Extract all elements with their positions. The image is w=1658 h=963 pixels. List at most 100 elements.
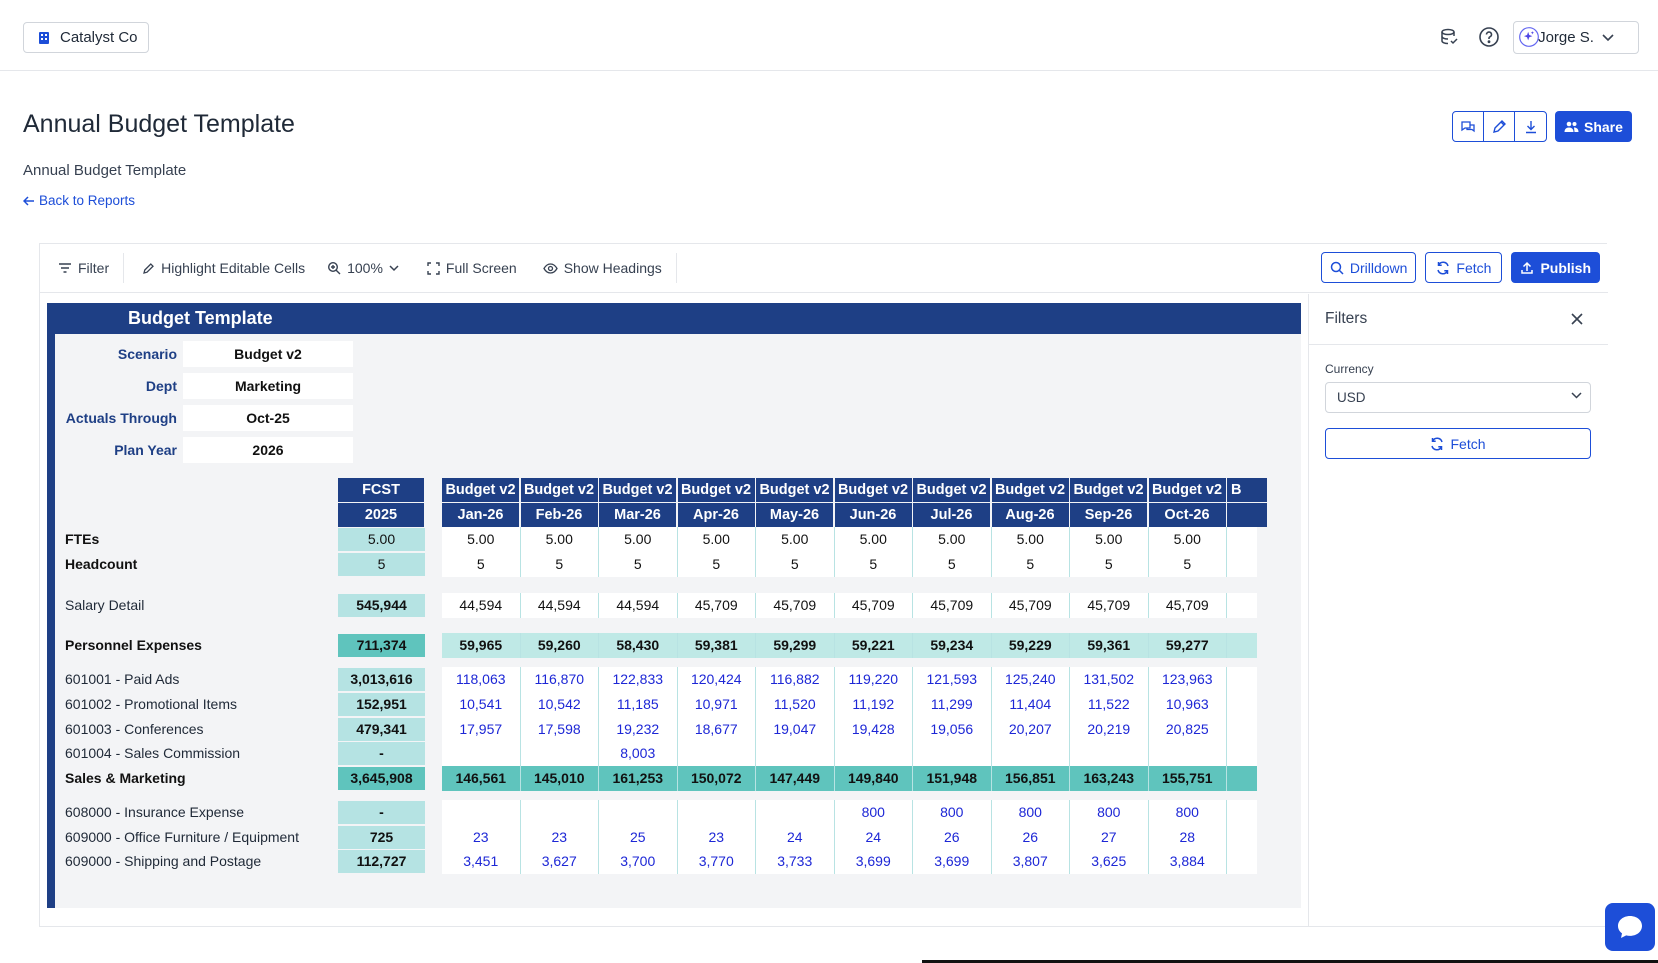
row-label: 608000 - Insurance Expense — [65, 804, 245, 820]
month-cell: 5 — [991, 552, 1070, 577]
month-cell — [677, 741, 756, 766]
share-button[interactable]: Share — [1555, 111, 1632, 142]
month-cell: 19,232 — [599, 717, 678, 742]
zoom-icon — [328, 261, 341, 275]
month-header-cutoff: B — [1227, 478, 1267, 502]
building-icon — [39, 31, 49, 44]
meta-value[interactable]: 2026 — [183, 437, 353, 463]
month-cell — [520, 741, 599, 766]
row-label: 601001 - Paid Ads — [65, 671, 180, 687]
close-icon[interactable] — [1571, 313, 1583, 325]
edit-button[interactable] — [1484, 112, 1515, 141]
fcst-cell: 152,951 — [338, 693, 425, 716]
drilldown-button[interactable]: Drilldown — [1320, 252, 1417, 283]
month-scenario-header: Budget v2 — [1148, 478, 1226, 502]
month-cell: 149,840 — [834, 766, 913, 791]
month-cell: 5.00 — [834, 527, 913, 552]
month-cell: 10,971 — [677, 692, 756, 717]
search-icon — [1330, 261, 1344, 275]
fcst-cell: 5 — [338, 553, 425, 576]
month-cell: 800 — [1070, 800, 1149, 825]
month-cell: 26 — [913, 825, 992, 850]
publish-button[interactable]: Publish — [1511, 252, 1600, 283]
month-scenario-header: Budget v2 — [991, 478, 1069, 502]
user-menu[interactable]: Jorge S. — [1513, 21, 1639, 54]
comments-button[interactable] — [1453, 112, 1484, 141]
month-cell: 5 — [442, 552, 521, 577]
zoom-dropdown[interactable]: 100% — [319, 244, 413, 293]
month-cell: 18,677 — [677, 717, 756, 742]
expand-icon — [427, 261, 440, 275]
month-cell: 125,240 — [991, 667, 1070, 692]
month-cell — [756, 800, 835, 825]
back-to-reports-link[interactable]: Back to Reports — [23, 193, 135, 208]
fetch-button[interactable]: Fetch — [1425, 252, 1503, 283]
show-headings-button[interactable]: Show Headings — [531, 244, 676, 293]
comments-icon — [1461, 120, 1475, 132]
filter-button[interactable]: Filter — [40, 244, 123, 293]
month-cell — [1070, 741, 1149, 766]
panel-fetch-button[interactable]: Fetch — [1325, 428, 1591, 459]
month-cell: 23 — [442, 825, 521, 850]
month-cell — [991, 741, 1070, 766]
month-cell: 45,709 — [991, 593, 1070, 618]
month-header: Mar-26 — [599, 503, 676, 527]
zoom-value: 100% — [347, 260, 383, 276]
month-cell: 3,627 — [520, 849, 599, 874]
month-cell: 800 — [834, 800, 913, 825]
month-cell: 131,502 — [1070, 667, 1149, 692]
month-cell: 3,770 — [677, 849, 756, 874]
month-cell: 28 — [1148, 825, 1227, 850]
month-cell: 59,260 — [520, 633, 599, 658]
fcst-cell: 711,374 — [338, 634, 425, 657]
month-cell: 3,625 — [1070, 849, 1149, 874]
meta-row: Scenario Budget v2 — [55, 337, 353, 371]
month-cell: 11,185 — [599, 692, 678, 717]
chat-widget-button[interactable] — [1605, 903, 1655, 951]
download-button[interactable] — [1515, 112, 1546, 141]
show-headings-label: Show Headings — [563, 260, 662, 276]
currency-select[interactable]: USD — [1325, 382, 1591, 413]
drilldown-label: Drilldown — [1349, 259, 1408, 276]
month-cell — [442, 741, 521, 766]
full-screen-button[interactable]: Full Screen — [413, 244, 531, 293]
month-cell: 24 — [756, 825, 835, 850]
month-cell: 59,221 — [834, 633, 913, 658]
month-cell-cutoff — [1227, 593, 1257, 618]
month-cell: 3,700 — [599, 849, 678, 874]
meta-value[interactable]: Marketing — [183, 373, 353, 399]
month-cell-cutoff — [1227, 692, 1257, 717]
chat-icon — [1618, 916, 1642, 938]
month-cell: 11,299 — [913, 692, 992, 717]
month-cell: 44,594 — [520, 593, 599, 618]
month-cell — [756, 741, 835, 766]
share-label: Share — [1584, 118, 1623, 135]
company-selector[interactable]: Catalyst Co — [23, 22, 149, 53]
meta-value[interactable]: Budget v2 — [183, 341, 353, 367]
database-icon[interactable] — [1438, 26, 1460, 48]
highlight-label: Highlight Editable Cells — [161, 260, 306, 276]
month-cell: 3,807 — [991, 849, 1070, 874]
month-cell: 44,594 — [442, 593, 521, 618]
month-header: Jan-26 — [442, 503, 519, 527]
fcst-cell: 112,727 — [338, 850, 425, 873]
report-actions-group — [1452, 111, 1547, 142]
month-header-cutoff — [1227, 503, 1267, 527]
highlight-editable-cells-button[interactable]: Highlight Editable Cells — [124, 244, 319, 293]
month-cell-cutoff — [1227, 849, 1257, 874]
month-cell: 23 — [520, 825, 599, 850]
help-icon[interactable] — [1478, 26, 1500, 48]
month-cell: 163,243 — [1070, 766, 1149, 791]
month-cell: 146,561 — [442, 766, 521, 791]
month-cell: 5 — [1070, 552, 1149, 577]
filter-label: Filter — [78, 260, 110, 276]
sheet-banner: Budget Template — [47, 303, 1301, 334]
filters-panel: Filters Currency USD Fetch — [1308, 294, 1608, 926]
fcst-cell: 725 — [338, 826, 425, 849]
filter-icon — [59, 263, 71, 273]
month-header: Sep-26 — [1070, 503, 1147, 527]
ai-assistant-icon[interactable] — [1518, 26, 1540, 48]
fcst-cell: - — [338, 801, 425, 824]
month-scenario-header: Budget v2 — [1070, 478, 1147, 502]
meta-value[interactable]: Oct-25 — [183, 405, 353, 431]
